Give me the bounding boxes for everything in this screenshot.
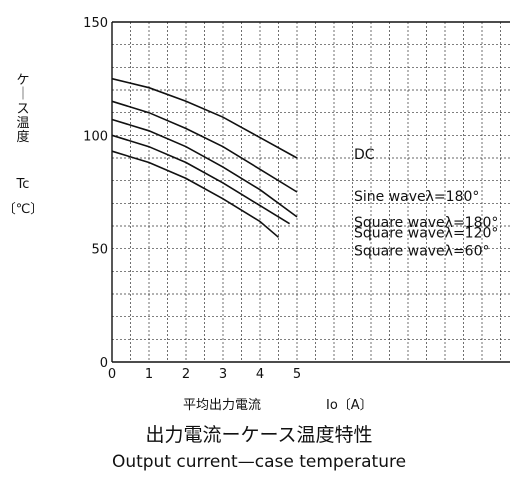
x-axis-label-jp: 平均出力電流 [183,398,261,413]
x-tick-label: 2 [182,367,190,382]
series-line [111,100,298,193]
y-axis-label-char: 温 [16,115,30,131]
y-tick-label: 50 [91,243,108,258]
x-tick-label: 0 [108,367,116,382]
y-axis-label-char: ス [16,101,30,117]
y-axis-label-char: ケ [16,73,30,88]
y-tick-label: 100 [83,129,108,144]
chart-caption-jp: 出力電流ーケース温度特性 [145,424,373,446]
y-axis-label-char: 度 [16,130,30,146]
y-axis-label-jp: ケ｜ス温度 [10,73,36,146]
y-axis-label-char: ｜ [16,87,30,103]
series-label: Sine waveλ=180° [354,189,479,205]
x-tick-label: 1 [145,367,153,382]
x-tick-label: 4 [256,367,264,382]
series-label: Square waveλ=120° [354,226,498,242]
x-axis-label-io: Io〔A〕 [326,398,373,413]
y-axis-label-unit: 〔℃〕 [2,202,44,217]
series-line [111,118,298,218]
y-tick-label: 150 [83,16,108,31]
y-axis-label-symbol: Tc [16,177,30,192]
x-tick-label: 3 [219,367,227,382]
y-tick-label: 0 [100,356,108,371]
chart-caption-en: Output current—case temperature [111,452,407,472]
series-line [111,134,291,225]
series-line [111,150,280,238]
chart-canvas: 0 50 100 150 0 1 2 3 4 5 平均出力電流 Io〔A〕 DC Sine waveλ=1… [83,16,510,413]
series-label: Square waveλ=180° [354,215,498,231]
series-label: Square waveλ=60° [354,243,490,259]
series-label: DC [354,147,375,163]
x-tick-label: 5 [293,367,301,382]
series-line [111,77,298,159]
